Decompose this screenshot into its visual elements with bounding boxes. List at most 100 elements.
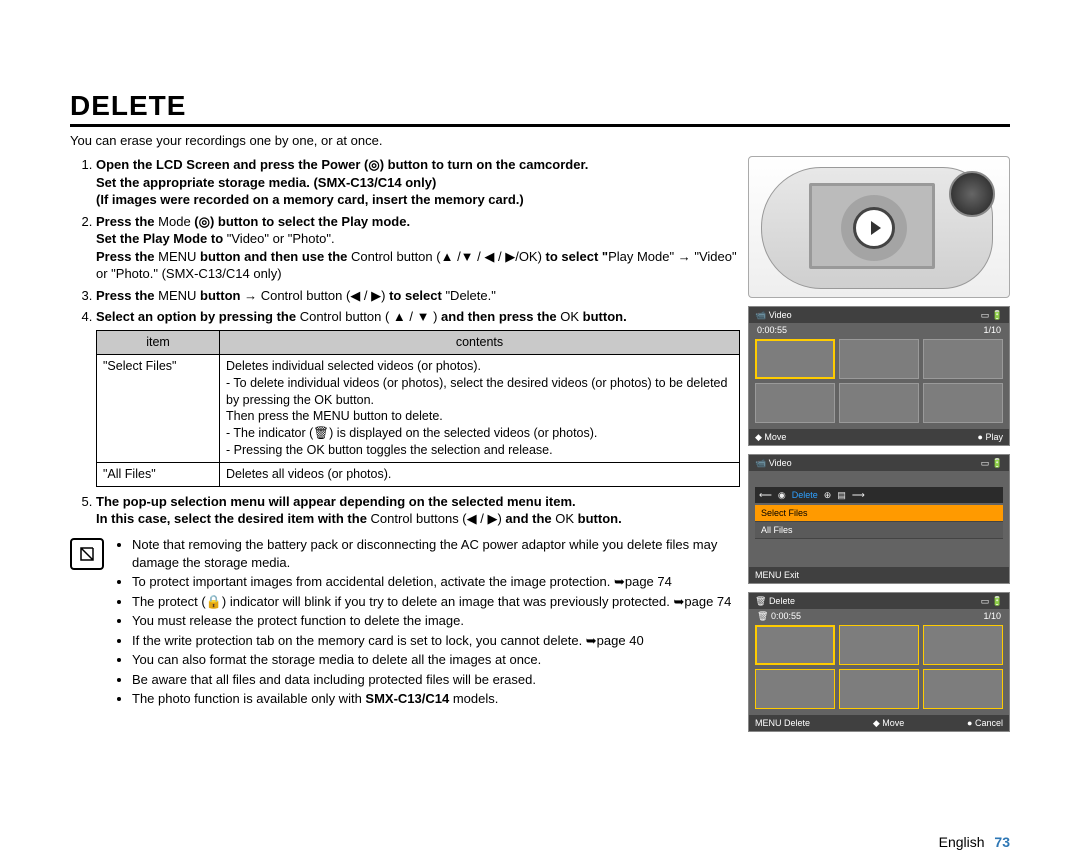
t: Then press the MENU button to delete. bbox=[226, 409, 443, 423]
thumbnail bbox=[923, 669, 1003, 709]
t: Mode bbox=[158, 214, 191, 229]
lcd-menu: 📹 Video ▭ 🔋 ⟵ ◉ Delete ⊕ ▤ ⟶ Select File… bbox=[748, 454, 1010, 584]
play-icon bbox=[871, 221, 881, 235]
td-item: "All Files" bbox=[97, 463, 220, 487]
step-3: Press the MENU button → Control button (… bbox=[96, 287, 740, 305]
options-table: item contents "Select Files" Deletes ind… bbox=[96, 330, 740, 487]
page-number: 73 bbox=[994, 834, 1010, 850]
note-item: You must release the protect function to… bbox=[132, 612, 740, 630]
note-item: Be aware that all files and data includi… bbox=[132, 671, 740, 689]
text-column: Open the LCD Screen and press the Power … bbox=[70, 156, 740, 732]
hint-play: ● Play bbox=[978, 432, 1003, 442]
t: button. bbox=[579, 309, 627, 324]
illustrations-column: 📹 Video ▭ 🔋 0:00:55 1/10 ◆ Move ● Play bbox=[748, 156, 1010, 732]
thumbnail-grid bbox=[755, 339, 1003, 423]
table-row: "All Files" Deletes all videos (or photo… bbox=[97, 463, 740, 487]
t: MENU bbox=[158, 288, 196, 303]
lcd-topbar: 📹 Video ▭ 🔋 bbox=[749, 307, 1009, 323]
note-item: The photo function is available only wit… bbox=[132, 690, 740, 708]
lcd-bottombar: MENU Exit bbox=[749, 567, 1009, 583]
note-item: You can also format the storage media to… bbox=[132, 651, 740, 669]
hint-move: ◆ Move bbox=[873, 718, 904, 729]
menu-tab: ◉ bbox=[778, 490, 786, 501]
thumbnail bbox=[755, 339, 835, 379]
menu-tab: ⟵ bbox=[759, 490, 772, 501]
notes-block: Note that removing the battery pack or d… bbox=[70, 536, 740, 710]
lcd-thumbnails: 📹 Video ▭ 🔋 0:00:55 1/10 ◆ Move ● Play bbox=[748, 306, 1010, 446]
t: The photo function is available only wit… bbox=[132, 691, 365, 706]
t: SMX-C13/C14 bbox=[365, 691, 449, 706]
t: MENU bbox=[158, 249, 196, 264]
t: Set the appropriate storage media. ( bbox=[96, 175, 318, 190]
thumbnail bbox=[755, 669, 835, 709]
t: - To delete individual videos (or photos… bbox=[226, 376, 727, 407]
t: Video bbox=[769, 310, 792, 320]
t: Press the bbox=[96, 249, 158, 264]
page-footer: English 73 bbox=[939, 834, 1010, 850]
lcd-bottombar: MENU Delete ◆ Move ● Cancel bbox=[749, 715, 1009, 731]
t: "Delete." bbox=[445, 288, 495, 303]
t: The pop-up selection menu will appear de… bbox=[96, 494, 576, 509]
menu-tab: ⊕ bbox=[824, 490, 832, 501]
th-contents: contents bbox=[220, 330, 740, 354]
t: "Video" or "Photo". bbox=[227, 231, 335, 246]
intro-text: You can erase your recordings one by one… bbox=[70, 133, 1010, 148]
menu-list: Select Files All Files bbox=[755, 505, 1003, 539]
hint-delete: MENU Delete bbox=[755, 718, 810, 728]
t: (If images were recorded on a memory car… bbox=[96, 192, 524, 207]
t: button → bbox=[196, 288, 260, 303]
hint-exit: MENU Exit bbox=[755, 570, 799, 580]
step-5: The pop-up selection menu will appear de… bbox=[96, 493, 740, 528]
note-item: Note that removing the battery pack or d… bbox=[132, 536, 740, 571]
t: to select " bbox=[542, 249, 608, 264]
t: SMX-C13/C14 only bbox=[318, 175, 432, 190]
table-header-row: item contents bbox=[97, 330, 740, 354]
step-4: Select an option by pressing the Control… bbox=[96, 308, 740, 487]
t: Control button ( ▲ / ▼ ) bbox=[300, 309, 438, 324]
t: Select an option by pressing the bbox=[96, 309, 300, 324]
hint-move: ◆ Move bbox=[755, 432, 786, 443]
notes-list: Note that removing the battery pack or d… bbox=[114, 536, 740, 710]
t: OK bbox=[560, 309, 579, 324]
t: Press the bbox=[96, 288, 158, 303]
menu-tab: ⟶ bbox=[852, 490, 865, 501]
t: and then press the bbox=[437, 309, 560, 324]
manual-page: DELETE You can erase your recordings one… bbox=[0, 0, 1080, 866]
t: button. bbox=[574, 511, 622, 526]
t: models. bbox=[449, 691, 498, 706]
step-1: Open the LCD Screen and press the Power … bbox=[96, 156, 740, 209]
note-item: If the write protection tab on the memor… bbox=[132, 632, 740, 650]
t: Delete bbox=[769, 596, 795, 606]
menu-tab-active: Delete bbox=[792, 490, 818, 500]
lcd-delete: 🗑 Delete ▭ 🔋 🗑 0:00:55 1/10 MENU Delete … bbox=[748, 592, 1010, 732]
thumbnail-selected bbox=[755, 625, 835, 665]
steps-list: Open the LCD Screen and press the Power … bbox=[70, 156, 740, 528]
camcorder-lens bbox=[949, 171, 995, 217]
t: Press the bbox=[96, 214, 158, 229]
main-row: Open the LCD Screen and press the Power … bbox=[70, 156, 1010, 732]
t: Power bbox=[321, 157, 360, 172]
note-icon bbox=[70, 538, 104, 570]
menu-tab: ▤ bbox=[837, 490, 846, 501]
t: (◎) button to select the Play mode. bbox=[191, 214, 410, 229]
table-row: "Select Files" Deletes individual select… bbox=[97, 354, 740, 462]
menu-item: All Files bbox=[755, 522, 1003, 539]
t: Set the Play Mode to bbox=[96, 231, 227, 246]
step-2: Press the Mode (◎) button to select the … bbox=[96, 213, 740, 283]
t: Control button (◀ / ▶) bbox=[261, 288, 386, 303]
lcd-topbar: 🗑 Delete ▭ 🔋 bbox=[749, 593, 1009, 609]
th-item: item bbox=[97, 330, 220, 354]
note-item: The protect (🔒) indicator will blink if … bbox=[132, 593, 740, 611]
camcorder-illustration bbox=[748, 156, 1010, 298]
footer-lang: English bbox=[939, 834, 985, 850]
battery-icon: ▭ 🔋 bbox=[981, 310, 1003, 321]
t: and the bbox=[502, 511, 555, 526]
t: 0:00:55 bbox=[771, 611, 801, 621]
battery-icon: ▭ 🔋 bbox=[981, 458, 1003, 469]
timecode: 🗑 0:00:55 bbox=[757, 611, 801, 622]
thumbnail bbox=[839, 669, 919, 709]
t: Deletes individual selected videos (or p… bbox=[226, 359, 481, 373]
thumbnail bbox=[923, 625, 1003, 665]
t: button and then use the bbox=[196, 249, 351, 264]
t: OK bbox=[555, 511, 574, 526]
